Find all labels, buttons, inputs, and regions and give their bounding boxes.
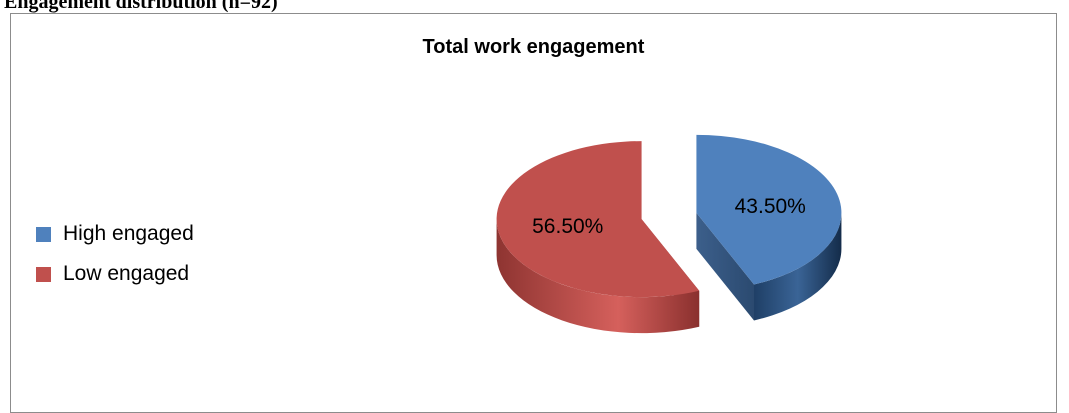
slice-high-wall-1	[696, 212, 755, 321]
slice-low-side-0	[496, 219, 700, 334]
pie-chart: 43.50% 56.50%	[496, 134, 842, 334]
chart-title: Total work engagement	[422, 36, 645, 58]
legend-label-high: High engaged	[63, 222, 194, 245]
data-label-low: 56.50%	[532, 215, 603, 238]
slice-high-top	[696, 134, 842, 285]
legend-item-high: High engaged	[36, 214, 194, 254]
legend-swatch-high	[36, 226, 51, 242]
slice-high-side-0	[754, 212, 842, 321]
chart-area: Total work engagement High engaged Low e…	[10, 13, 1057, 413]
legend-swatch-low	[36, 266, 51, 282]
data-label-high: 43.50%	[735, 195, 806, 218]
legend-item-low: Low engaged	[36, 254, 194, 294]
figure-caption: Engagement distribution (n=92)	[4, 0, 278, 13]
legend: High engaged Low engaged	[36, 214, 194, 294]
legend-label-low: Low engaged	[63, 262, 190, 285]
slice-low-top	[496, 141, 700, 298]
